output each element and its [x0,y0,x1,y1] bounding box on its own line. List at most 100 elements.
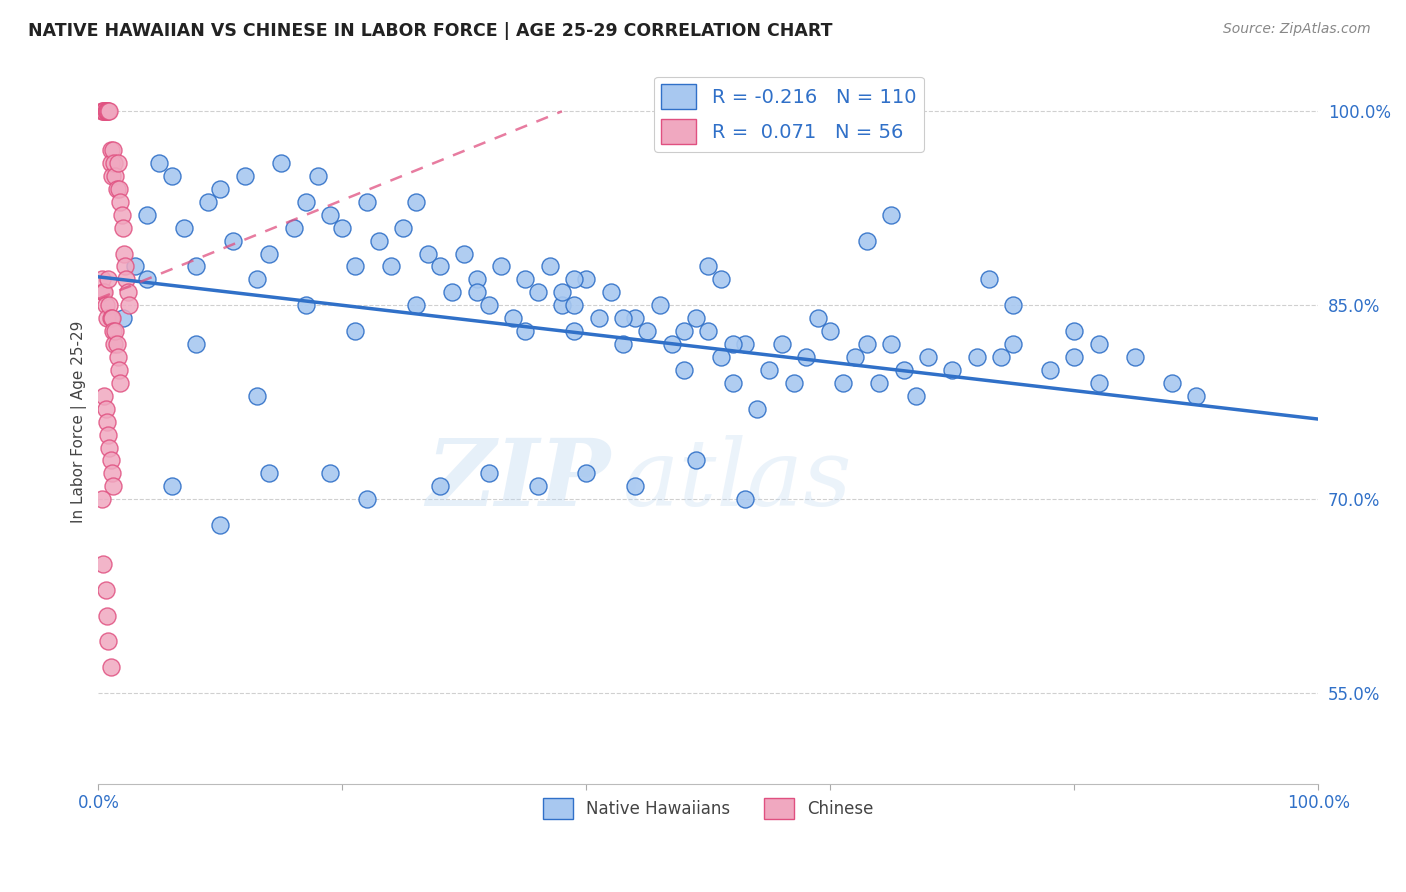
Point [100,311,122,326]
Point [1087,337,1109,351]
Point [562,298,585,312]
Point [115,272,138,286]
Point [697,260,720,274]
Point [526,479,548,493]
Point [209,518,232,533]
Point [105,182,128,196]
Point [160,479,183,493]
Text: atlas: atlas [623,434,852,524]
Point [515,324,537,338]
Point [1063,350,1085,364]
Point [94,104,117,119]
Point [661,337,683,351]
Point [721,337,744,351]
Point [114,260,136,274]
Point [697,324,720,338]
Point [856,337,879,351]
Point [502,311,524,326]
Point [105,337,128,351]
Point [831,376,853,390]
Point [104,324,127,338]
Point [624,479,647,493]
Point [575,467,598,481]
Point [844,350,866,364]
Point [745,401,768,416]
Point [100,660,122,674]
Point [270,156,292,170]
Point [429,260,451,274]
Point [478,298,501,312]
Point [100,143,122,157]
Point [97,272,120,286]
Point [515,272,537,286]
Point [820,324,842,338]
Point [148,156,170,170]
Point [93,285,115,300]
Point [94,582,117,597]
Point [319,467,342,481]
Point [1123,350,1146,364]
Point [917,350,939,364]
Point [807,311,830,326]
Point [551,298,574,312]
Point [136,208,159,222]
Point [904,389,927,403]
Point [941,363,963,377]
Point [110,208,132,222]
Point [246,272,269,286]
Point [98,104,121,119]
Point [648,298,671,312]
Point [636,324,658,338]
Point [880,337,903,351]
Point [758,363,780,377]
Point [184,337,207,351]
Point [893,363,915,377]
Point [453,246,475,260]
Point [98,298,121,312]
Point [96,311,118,326]
Point [91,272,114,286]
Point [100,467,122,481]
Point [672,324,695,338]
Y-axis label: In Labor Force | Age 25-29: In Labor Force | Age 25-29 [72,320,87,523]
Point [101,143,124,157]
Point [160,169,183,183]
Point [465,272,488,286]
Point [599,285,621,300]
Point [441,285,464,300]
Point [110,194,132,209]
Point [112,246,135,260]
Point [624,311,647,326]
Point [770,337,793,351]
Point [111,311,134,326]
Point [416,246,439,260]
Point [783,376,806,390]
Point [107,156,129,170]
Point [356,492,378,507]
Point [1063,324,1085,338]
Point [94,298,117,312]
Point [101,324,124,338]
Point [91,104,114,119]
Point [709,350,731,364]
Point [107,350,129,364]
Point [101,479,124,493]
Point [612,337,634,351]
Point [173,220,195,235]
Point [575,272,598,286]
Point [405,298,427,312]
Point [319,208,342,222]
Point [93,389,115,403]
Point [118,298,141,312]
Point [184,260,207,274]
Point [734,337,756,351]
Point [136,272,159,286]
Point [96,104,118,119]
Point [856,234,879,248]
Point [405,194,427,209]
Point [124,260,146,274]
Point [612,311,634,326]
Point [990,350,1012,364]
Point [257,246,280,260]
Point [104,169,127,183]
